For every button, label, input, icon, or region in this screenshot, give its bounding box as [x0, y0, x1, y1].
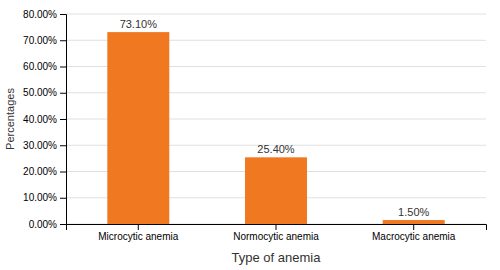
y-axis-title: Percentages — [4, 88, 16, 150]
tick-label: Normocytic anemia — [233, 231, 319, 242]
bar — [107, 32, 169, 224]
tick-label: 10.00% — [23, 192, 57, 203]
tick-label: 0.00% — [29, 219, 57, 230]
tick: 0.00% — [29, 219, 66, 230]
plot: 0.00% 10.00% 20.00% 30.00% 40.00% 50.00% 60.00… — [23, 9, 486, 242]
bar — [383, 220, 445, 224]
tick-label: 80.00% — [23, 9, 57, 20]
tick-mark — [413, 224, 414, 230]
tick: Normocytic anemia — [233, 224, 319, 242]
chart: 0.00% 10.00% 20.00% 30.00% 40.00% 50.00% 60.00… — [0, 0, 500, 270]
grid-line — [66, 14, 486, 15]
tick: 60.00% — [23, 61, 66, 72]
tick: 40.00% — [23, 114, 66, 125]
tick-mark — [60, 145, 66, 146]
tick-label: 20.00% — [23, 166, 57, 177]
x-axis-title: Type of anemia — [232, 250, 322, 265]
tick-label: 50.00% — [23, 87, 57, 98]
axis-line — [60, 15, 67, 225]
tick-mark — [60, 224, 66, 225]
tick-mark — [60, 14, 66, 15]
tick-mark — [60, 93, 66, 94]
data-label: 25.40% — [257, 143, 295, 155]
tick: 50.00% — [23, 87, 66, 98]
tick-mark — [60, 67, 66, 68]
tick-label: Macrocytic anemia — [372, 231, 456, 242]
data-label: 73.10% — [120, 18, 158, 30]
tick-mark — [276, 224, 277, 230]
grid — [66, 14, 486, 224]
tick-mark — [60, 198, 66, 199]
tick: 30.00% — [23, 140, 66, 151]
tick: 70.00% — [23, 35, 66, 46]
data-labels: 73.10% 25.40% 1.50% — [120, 18, 430, 218]
x-axis: Microcytic anemia Normocytic anemia Macroc… — [67, 224, 487, 242]
tick: Microcytic anemia — [98, 224, 178, 242]
tick: 10.00% — [23, 192, 66, 203]
tick-label: 70.00% — [23, 35, 57, 46]
tick-mark — [60, 119, 66, 120]
bar — [245, 157, 307, 224]
data-label: 1.50% — [398, 206, 429, 218]
tick-label: 60.00% — [23, 61, 57, 72]
y-axis: 0.00% 10.00% 20.00% 30.00% 40.00% 50.00% 60.00… — [23, 9, 66, 230]
tick-mark — [60, 40, 66, 41]
axis-line — [67, 225, 487, 231]
tick: 20.00% — [23, 166, 66, 177]
bars — [107, 32, 444, 224]
tick: 80.00% — [23, 9, 66, 20]
tick-label: Microcytic anemia — [98, 231, 178, 242]
tick-label: 30.00% — [23, 140, 57, 151]
tick-mark — [60, 172, 66, 173]
tick: Macrocytic anemia — [372, 224, 456, 242]
tick-mark — [138, 224, 139, 230]
tick-label: 40.00% — [23, 114, 57, 125]
